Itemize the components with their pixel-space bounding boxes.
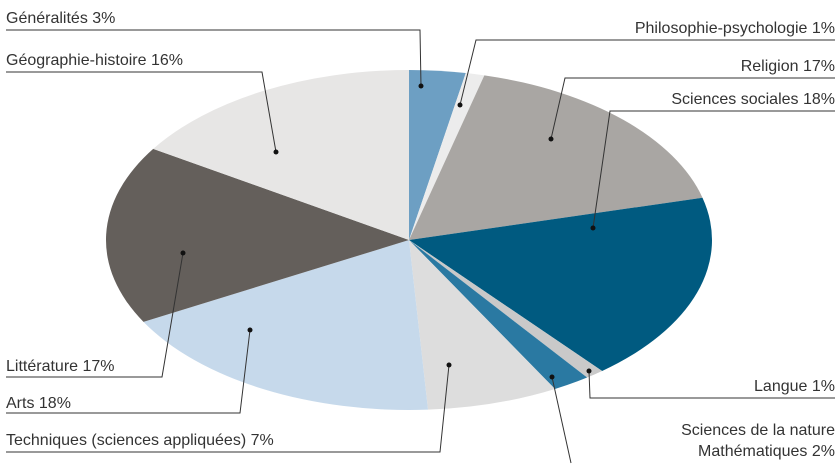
label-dot [586, 368, 592, 374]
slice-label: Sciences de la nature Mathématiques 2% [681, 420, 835, 462]
leader-line [6, 29, 422, 87]
label-dot [446, 362, 452, 368]
slice-label: Arts 18% [6, 393, 71, 414]
value-label: 18% [38, 395, 71, 412]
category-name: Techniques (sciences appliquées) [6, 432, 247, 449]
label-dot [590, 225, 596, 231]
leader-line [6, 71, 277, 153]
value-label: 1% [811, 378, 835, 395]
leader-line [6, 252, 184, 378]
value-label: 2% [811, 443, 835, 460]
category-name: Sciences de la nature Mathématiques [681, 422, 835, 460]
label-dot [247, 327, 253, 333]
pie-slice [409, 240, 588, 389]
category-name: Généralités [6, 10, 88, 27]
label-dot [273, 149, 279, 155]
label-dot [418, 83, 424, 89]
slice-label: Généralités 3% [6, 8, 115, 29]
category-name: Religion [740, 58, 799, 75]
label-dot [457, 102, 463, 108]
value-label: 17% [82, 358, 115, 375]
pie-slice [409, 197, 713, 371]
label-dot [548, 136, 554, 142]
category-name: Géographie-histoire [6, 52, 147, 69]
category-name: Sciences sociales [671, 91, 799, 108]
slice-label: Géographie-histoire 16% [6, 50, 183, 71]
value-label: 1% [811, 20, 835, 37]
leader-line [6, 364, 450, 453]
label-dot [180, 250, 186, 256]
pie-slice [105, 148, 409, 322]
category-name: Arts [6, 395, 35, 412]
pie-slice [409, 240, 555, 410]
leader-line [551, 376, 572, 464]
pie-slice [153, 70, 409, 240]
leader-line [550, 77, 835, 140]
slice-label: Sciences sociales 18% [671, 89, 835, 110]
pie-slice [409, 75, 703, 240]
value-label: 17% [802, 58, 835, 75]
value-label: 16% [150, 52, 184, 69]
slice-label: Langue 1% [754, 376, 835, 397]
pie-slice [409, 240, 603, 378]
slice-label: Techniques (sciences appliquées) 7% [6, 430, 274, 451]
leader-line [588, 370, 835, 399]
leader-line [6, 329, 251, 414]
category-name: Littérature [6, 358, 79, 375]
slice-label: Philosophie-psychologie 1% [635, 18, 835, 39]
pie-slice [409, 70, 466, 240]
slice-label: Religion 17% [741, 56, 835, 77]
label-dot [549, 374, 555, 380]
leader-line [592, 110, 835, 229]
leader-line [459, 39, 835, 106]
category-name: Philosophie-psychologie [634, 20, 808, 37]
pie-slice [143, 240, 429, 411]
value-label: 7% [250, 432, 274, 449]
value-label: 3% [92, 10, 116, 27]
value-label: 18% [802, 91, 835, 108]
pie-slice [409, 73, 485, 240]
slice-label: Littérature 17% [6, 356, 115, 377]
category-name: Langue [754, 378, 808, 395]
